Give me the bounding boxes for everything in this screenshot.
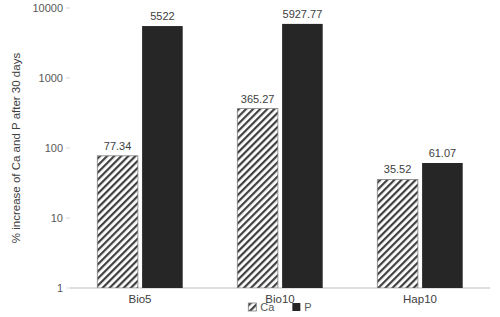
data-label: 77.34 <box>104 140 132 152</box>
data-label: 365.27 <box>241 93 275 105</box>
legend: Ca P <box>248 301 311 313</box>
x-tick-label: Hap10 <box>403 293 437 305</box>
y-tick-label: 10000 <box>32 2 63 14</box>
legend-swatch <box>292 303 300 311</box>
bars <box>97 24 462 288</box>
x-tick-label: Bio5 <box>128 293 151 305</box>
y-axis: 1 10 100 1000 10000 <box>32 2 70 294</box>
legend-label: P <box>304 301 311 313</box>
y-tick-label: 100 <box>45 142 63 154</box>
y-axis-label: % increase of Ca and P after 30 days <box>10 53 22 244</box>
bar <box>237 109 278 288</box>
data-label: 5522 <box>150 10 174 22</box>
bar <box>377 179 418 288</box>
legend-item: P <box>292 301 311 313</box>
y-tick <box>66 288 70 289</box>
chart-svg: 1 10 100 1000 10000 % increase of Ca and P af… <box>0 0 500 317</box>
y-tick-label: 1 <box>57 282 63 294</box>
chart-container: 1 10 100 1000 10000 % increase of Ca and P af… <box>0 0 500 317</box>
legend-swatch <box>248 303 256 311</box>
x-axis: Bio5Bio10Hap10 <box>128 293 436 305</box>
data-label: 61.07 <box>429 147 457 159</box>
y-tick-label: 10 <box>51 212 63 224</box>
bar <box>97 156 138 288</box>
y-tick <box>66 148 70 149</box>
bar <box>282 24 323 288</box>
y-tick <box>66 218 70 219</box>
y-tick <box>66 78 70 79</box>
y-tick <box>66 8 70 9</box>
y-tick-label: 1000 <box>39 72 63 84</box>
data-label: 35.52 <box>384 163 412 175</box>
bar <box>142 26 183 288</box>
data-label: 5927.77 <box>283 8 323 20</box>
legend-item: Ca <box>248 301 275 313</box>
legend-label: Ca <box>260 301 275 313</box>
data-labels: 77.34 5522 365.27 5927.77 35.52 61.07 <box>104 8 456 176</box>
bar <box>422 163 463 288</box>
